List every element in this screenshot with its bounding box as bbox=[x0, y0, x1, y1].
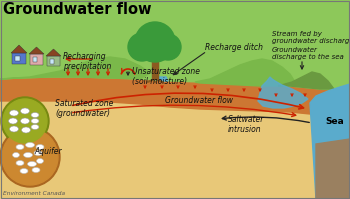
Text: Groundwater flow: Groundwater flow bbox=[3, 2, 152, 17]
Ellipse shape bbox=[16, 144, 24, 149]
Circle shape bbox=[128, 33, 156, 61]
Text: Saltwater
intrusion: Saltwater intrusion bbox=[228, 115, 264, 134]
Ellipse shape bbox=[31, 112, 39, 117]
FancyArrowPatch shape bbox=[222, 116, 309, 122]
Bar bbox=[47, 56, 60, 66]
Bar bbox=[12, 53, 26, 64]
Ellipse shape bbox=[13, 152, 20, 157]
Ellipse shape bbox=[31, 125, 39, 130]
Circle shape bbox=[0, 127, 60, 187]
Polygon shape bbox=[29, 47, 44, 54]
Polygon shape bbox=[310, 84, 350, 199]
Text: Environment Canada: Environment Canada bbox=[3, 191, 65, 196]
Ellipse shape bbox=[20, 169, 28, 174]
FancyArrowPatch shape bbox=[73, 105, 296, 117]
Ellipse shape bbox=[36, 144, 44, 149]
Ellipse shape bbox=[31, 118, 39, 124]
Polygon shape bbox=[11, 45, 27, 53]
Text: Recharge ditch: Recharge ditch bbox=[205, 43, 263, 52]
Polygon shape bbox=[258, 77, 308, 108]
Text: Saturated zone
(groundwater): Saturated zone (groundwater) bbox=[55, 99, 113, 118]
Text: Groundwater
discharge to the sea: Groundwater discharge to the sea bbox=[272, 47, 344, 60]
FancyArrowPatch shape bbox=[173, 53, 205, 75]
Text: Stream fed by
groundwater discharge: Stream fed by groundwater discharge bbox=[272, 31, 350, 44]
Polygon shape bbox=[46, 49, 61, 56]
Ellipse shape bbox=[8, 118, 18, 124]
FancyArrowPatch shape bbox=[66, 57, 92, 61]
Circle shape bbox=[3, 99, 47, 143]
Bar bbox=[50, 59, 54, 63]
Ellipse shape bbox=[21, 127, 30, 133]
Polygon shape bbox=[195, 59, 295, 86]
Ellipse shape bbox=[21, 118, 29, 124]
Text: Recharging
precipitation: Recharging precipitation bbox=[63, 52, 111, 71]
Polygon shape bbox=[0, 101, 350, 199]
Text: Aquifer: Aquifer bbox=[34, 147, 62, 156]
Polygon shape bbox=[0, 77, 350, 117]
Ellipse shape bbox=[9, 126, 19, 132]
Polygon shape bbox=[0, 57, 150, 79]
Bar bbox=[33, 57, 37, 62]
Polygon shape bbox=[316, 139, 350, 199]
Ellipse shape bbox=[9, 110, 19, 116]
Polygon shape bbox=[155, 77, 168, 81]
FancyArrowPatch shape bbox=[300, 62, 304, 69]
Text: Groundwater flow: Groundwater flow bbox=[165, 96, 233, 105]
Bar bbox=[30, 54, 43, 65]
Polygon shape bbox=[278, 72, 334, 89]
Text: Unsaturated zone
(soil moisture): Unsaturated zone (soil moisture) bbox=[132, 67, 200, 86]
Ellipse shape bbox=[16, 161, 24, 166]
Bar bbox=[15, 56, 20, 61]
FancyArrowPatch shape bbox=[73, 93, 303, 109]
Ellipse shape bbox=[34, 150, 42, 155]
Ellipse shape bbox=[28, 162, 36, 167]
Ellipse shape bbox=[32, 168, 40, 173]
Bar bbox=[152, 49, 158, 79]
Ellipse shape bbox=[36, 158, 43, 164]
Ellipse shape bbox=[23, 152, 33, 157]
Circle shape bbox=[135, 22, 175, 62]
Ellipse shape bbox=[26, 142, 35, 147]
Circle shape bbox=[1, 97, 49, 145]
Polygon shape bbox=[0, 0, 350, 91]
Circle shape bbox=[2, 129, 58, 185]
Circle shape bbox=[155, 34, 181, 60]
Ellipse shape bbox=[21, 108, 29, 114]
Text: Sea: Sea bbox=[326, 116, 344, 126]
